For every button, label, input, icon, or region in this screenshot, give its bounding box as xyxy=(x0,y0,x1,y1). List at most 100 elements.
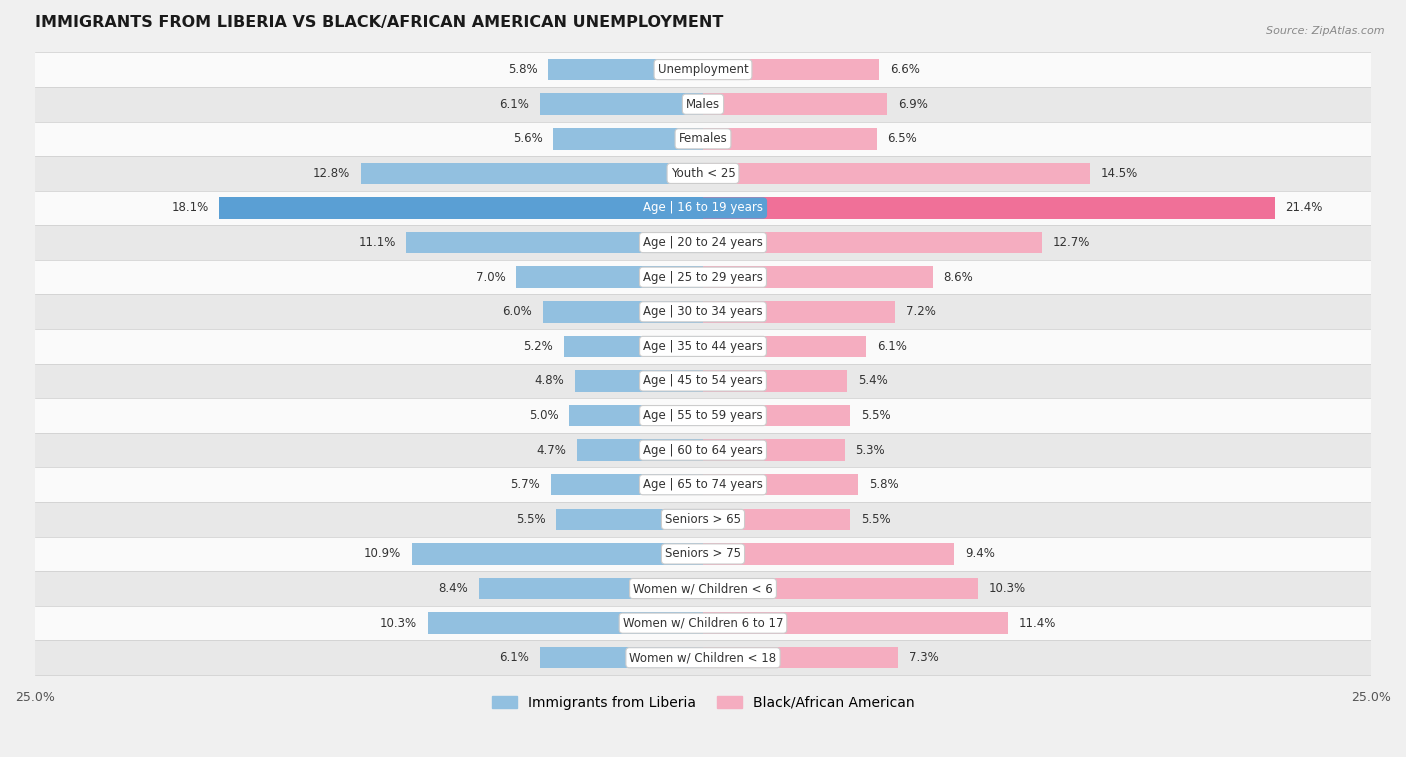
Bar xyxy=(703,440,845,461)
Text: 18.1%: 18.1% xyxy=(172,201,208,214)
Text: 11.1%: 11.1% xyxy=(359,236,395,249)
Text: 7.0%: 7.0% xyxy=(475,271,505,284)
Bar xyxy=(569,405,703,426)
Bar xyxy=(543,301,703,322)
Bar xyxy=(219,198,703,219)
Bar xyxy=(703,232,1042,254)
Bar xyxy=(35,122,1371,156)
Text: Age | 55 to 59 years: Age | 55 to 59 years xyxy=(643,409,763,422)
Bar xyxy=(578,440,703,461)
Bar xyxy=(406,232,703,254)
Bar xyxy=(35,191,1371,226)
Text: Age | 20 to 24 years: Age | 20 to 24 years xyxy=(643,236,763,249)
Text: 14.5%: 14.5% xyxy=(1101,167,1139,180)
Bar xyxy=(554,128,703,150)
Text: Age | 60 to 64 years: Age | 60 to 64 years xyxy=(643,444,763,456)
Text: 6.5%: 6.5% xyxy=(887,132,917,145)
Bar xyxy=(703,370,848,391)
Text: 4.7%: 4.7% xyxy=(537,444,567,456)
Bar xyxy=(703,266,932,288)
Text: 12.8%: 12.8% xyxy=(314,167,350,180)
Text: Seniors > 75: Seniors > 75 xyxy=(665,547,741,560)
Bar xyxy=(35,398,1371,433)
Text: 7.2%: 7.2% xyxy=(905,305,936,318)
Text: Women w/ Children 6 to 17: Women w/ Children 6 to 17 xyxy=(623,617,783,630)
Text: 7.3%: 7.3% xyxy=(908,651,939,664)
Text: 10.9%: 10.9% xyxy=(364,547,401,560)
Bar xyxy=(703,335,866,357)
Bar xyxy=(35,640,1371,675)
Text: 5.0%: 5.0% xyxy=(529,409,558,422)
Bar xyxy=(703,128,877,150)
Bar xyxy=(551,474,703,496)
Text: 21.4%: 21.4% xyxy=(1285,201,1323,214)
Bar xyxy=(516,266,703,288)
Text: 12.7%: 12.7% xyxy=(1053,236,1091,249)
Text: 5.7%: 5.7% xyxy=(510,478,540,491)
Text: Women w/ Children < 6: Women w/ Children < 6 xyxy=(633,582,773,595)
Bar xyxy=(35,260,1371,294)
Text: 8.4%: 8.4% xyxy=(439,582,468,595)
Text: 5.2%: 5.2% xyxy=(523,340,554,353)
Text: Males: Males xyxy=(686,98,720,111)
Text: 5.8%: 5.8% xyxy=(508,63,537,76)
Text: 6.6%: 6.6% xyxy=(890,63,920,76)
Bar xyxy=(548,59,703,80)
Bar xyxy=(703,647,898,668)
Bar xyxy=(35,87,1371,122)
Bar xyxy=(540,647,703,668)
Bar xyxy=(35,156,1371,191)
Text: 5.4%: 5.4% xyxy=(858,375,887,388)
Legend: Immigrants from Liberia, Black/African American: Immigrants from Liberia, Black/African A… xyxy=(486,690,920,715)
Text: 9.4%: 9.4% xyxy=(965,547,995,560)
Text: Age | 45 to 54 years: Age | 45 to 54 years xyxy=(643,375,763,388)
Bar xyxy=(35,226,1371,260)
Bar xyxy=(35,502,1371,537)
Bar xyxy=(703,198,1275,219)
Text: 6.1%: 6.1% xyxy=(499,651,529,664)
Bar xyxy=(703,544,955,565)
Bar xyxy=(35,606,1371,640)
Bar xyxy=(703,59,879,80)
Text: Source: ZipAtlas.com: Source: ZipAtlas.com xyxy=(1267,26,1385,36)
Text: 8.6%: 8.6% xyxy=(943,271,973,284)
Bar xyxy=(703,612,1008,634)
Text: 6.1%: 6.1% xyxy=(877,340,907,353)
Bar xyxy=(540,93,703,115)
Text: Age | 65 to 74 years: Age | 65 to 74 years xyxy=(643,478,763,491)
Text: 6.1%: 6.1% xyxy=(499,98,529,111)
Text: 5.5%: 5.5% xyxy=(516,512,546,526)
Bar xyxy=(35,468,1371,502)
Text: Age | 16 to 19 years: Age | 16 to 19 years xyxy=(643,201,763,214)
Text: Seniors > 65: Seniors > 65 xyxy=(665,512,741,526)
Bar xyxy=(703,474,858,496)
Bar xyxy=(703,301,896,322)
Text: 5.3%: 5.3% xyxy=(855,444,884,456)
Bar xyxy=(35,329,1371,363)
Bar xyxy=(478,578,703,600)
Text: 11.4%: 11.4% xyxy=(1018,617,1056,630)
Text: Age | 35 to 44 years: Age | 35 to 44 years xyxy=(643,340,763,353)
Bar xyxy=(35,537,1371,572)
Bar xyxy=(35,572,1371,606)
Text: 5.6%: 5.6% xyxy=(513,132,543,145)
Bar xyxy=(427,612,703,634)
Bar xyxy=(703,509,851,530)
Text: 10.3%: 10.3% xyxy=(380,617,418,630)
Text: 4.8%: 4.8% xyxy=(534,375,564,388)
Text: Youth < 25: Youth < 25 xyxy=(671,167,735,180)
Text: 6.0%: 6.0% xyxy=(502,305,531,318)
Text: IMMIGRANTS FROM LIBERIA VS BLACK/AFRICAN AMERICAN UNEMPLOYMENT: IMMIGRANTS FROM LIBERIA VS BLACK/AFRICAN… xyxy=(35,15,723,30)
Text: 5.5%: 5.5% xyxy=(860,409,890,422)
Text: Age | 25 to 29 years: Age | 25 to 29 years xyxy=(643,271,763,284)
Text: 6.9%: 6.9% xyxy=(898,98,928,111)
Bar xyxy=(703,163,1091,184)
Bar xyxy=(35,363,1371,398)
Bar xyxy=(555,509,703,530)
Bar xyxy=(35,294,1371,329)
Bar xyxy=(703,405,851,426)
Bar xyxy=(575,370,703,391)
Text: Age | 30 to 34 years: Age | 30 to 34 years xyxy=(643,305,763,318)
Text: 5.5%: 5.5% xyxy=(860,512,890,526)
Text: 10.3%: 10.3% xyxy=(988,582,1026,595)
